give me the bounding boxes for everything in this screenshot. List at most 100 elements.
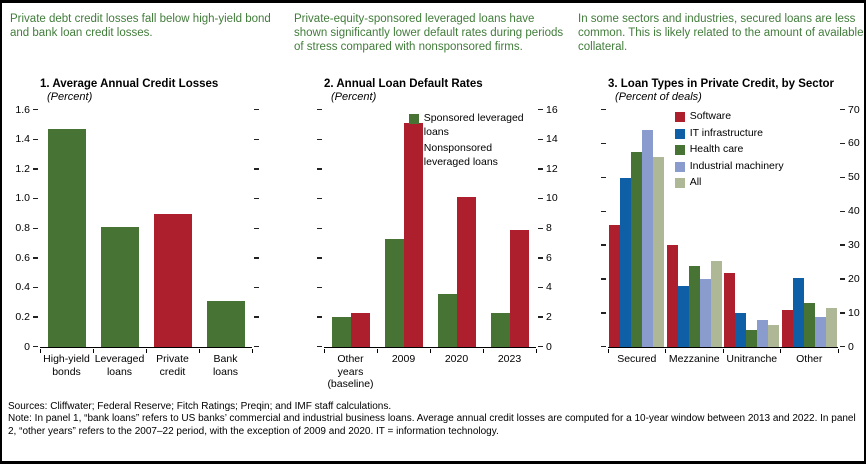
y-axis-label: 8 [546,222,552,234]
y-axis-label: 40 [848,205,860,218]
bar-group [377,110,430,347]
bar-group [324,110,377,347]
y-axis-label: 2 [546,310,552,323]
bar [735,313,747,347]
y-axis-tick [317,346,322,348]
x-axis-tick [251,348,253,353]
bar-group [146,110,199,347]
bar [403,123,423,347]
x-axis-tick [39,348,41,353]
bar [620,177,632,347]
y-axis-left [578,109,608,348]
panel-3-title: 3. Loan Types in Private Credit, by Sect… [608,78,835,90]
bar [384,238,404,347]
x-category-label: 2020 [444,353,469,365]
y-axis-label: 0 [24,340,30,353]
panel-3-subtitle: (Percent of deals) [615,91,702,103]
y-axis-tick [840,142,845,145]
y-axis-left [294,109,324,348]
y-axis-tick [317,109,322,111]
legend-entry: Industrial machinery [674,160,784,174]
y-axis-tick [601,278,606,280]
y-axis-right [252,109,282,348]
bar [100,227,139,347]
x-category-label: Private credit [156,353,189,378]
y-axis-tick [601,244,606,246]
y-axis-tick [254,227,259,229]
bar [653,157,665,347]
x-category-label: Other years (baseline) [327,353,374,390]
y-axis-tick [538,197,543,200]
legend-swatch [674,128,685,139]
bar [609,225,621,347]
legend-entry: Nonsponsored leveraged loans [408,142,528,169]
chart-credit-losses: 0 0.2 0.4 0.6 0.8 1.0 1.2 1.4 1.6 High-yield bon… [10,104,282,378]
y-axis-tick [538,346,543,348]
y-axis-tick [601,176,606,179]
bar [768,325,780,347]
panel-1: Private debt credit losses fall below hi… [10,12,282,391]
x-axis-tick [145,348,147,353]
y-axis-label: 30 [848,238,860,251]
y-axis-tick [254,168,259,170]
legend-entry: All [674,176,784,190]
y-axis-tick [840,278,845,280]
x-axis-tick [607,348,609,353]
panel-3: In some sectors and industries, secured … [578,12,864,391]
bar [350,312,370,347]
y-axis-tick [33,138,38,141]
y-axis-label: 10 [848,306,860,319]
y-axis-tick [33,316,38,318]
y-axis-tick [254,138,259,141]
bar [490,312,510,347]
x-axis-tick [376,348,378,353]
bar-group [781,110,839,347]
y-axis-label: 0.2 [15,310,30,323]
bar [746,330,758,347]
panel-2-subtitle: (Percent) [331,91,377,103]
bar [814,316,826,347]
bar-group [608,110,666,347]
y-axis-tick [317,138,322,141]
x-axis-tick [722,348,724,353]
y-axis-label: 6 [546,251,552,264]
legend-entry: IT infrastructure [674,127,784,141]
plot-column: Sponsored leveraged loans Nonsponsored le… [323,110,537,391]
y-axis-tick [254,316,259,318]
y-axis-tick [538,138,543,141]
x-axis-tick [837,348,839,353]
y-axis-tick [538,286,543,289]
y-axis-label: 12 [546,162,558,175]
y-axis-tick [33,257,38,259]
y-axis-tick [317,227,322,229]
panel-2: Private-equity-sponsored leveraged loans… [294,12,566,391]
bar [724,272,736,347]
y-axis-label: 70 [848,103,860,116]
legend-swatch [408,114,419,125]
x-category-label: Secured [617,353,657,365]
bar [803,303,815,347]
y-axis-tick [840,176,845,179]
x-axis-tick [323,348,325,353]
y-axis-label: 4 [546,281,552,294]
bar [757,319,769,347]
bar [631,152,643,347]
bar [153,213,192,347]
bar [688,265,700,347]
panel-1-subtitle: (Percent) [47,91,93,103]
y-axis-label: 1.4 [15,133,30,146]
bar [331,317,351,347]
y-axis-tick [601,312,606,314]
legend-label: All [689,176,702,188]
legend-swatch [408,144,419,155]
y-axis-tick [840,210,845,212]
y-axis-label: 1.6 [15,103,30,116]
bar [642,130,654,347]
y-axis-label: 14 [546,133,558,146]
y-axis-tick [840,244,845,246]
panel-2-lede: Private-equity-sponsored leveraged loans… [294,13,564,53]
x-category-label: Bank loans [212,353,239,378]
y-axis-tick [33,197,38,200]
y-axis-right: 0 2 4 6 8 10 12 14 16 [536,104,566,353]
y-axis-tick [601,210,606,212]
